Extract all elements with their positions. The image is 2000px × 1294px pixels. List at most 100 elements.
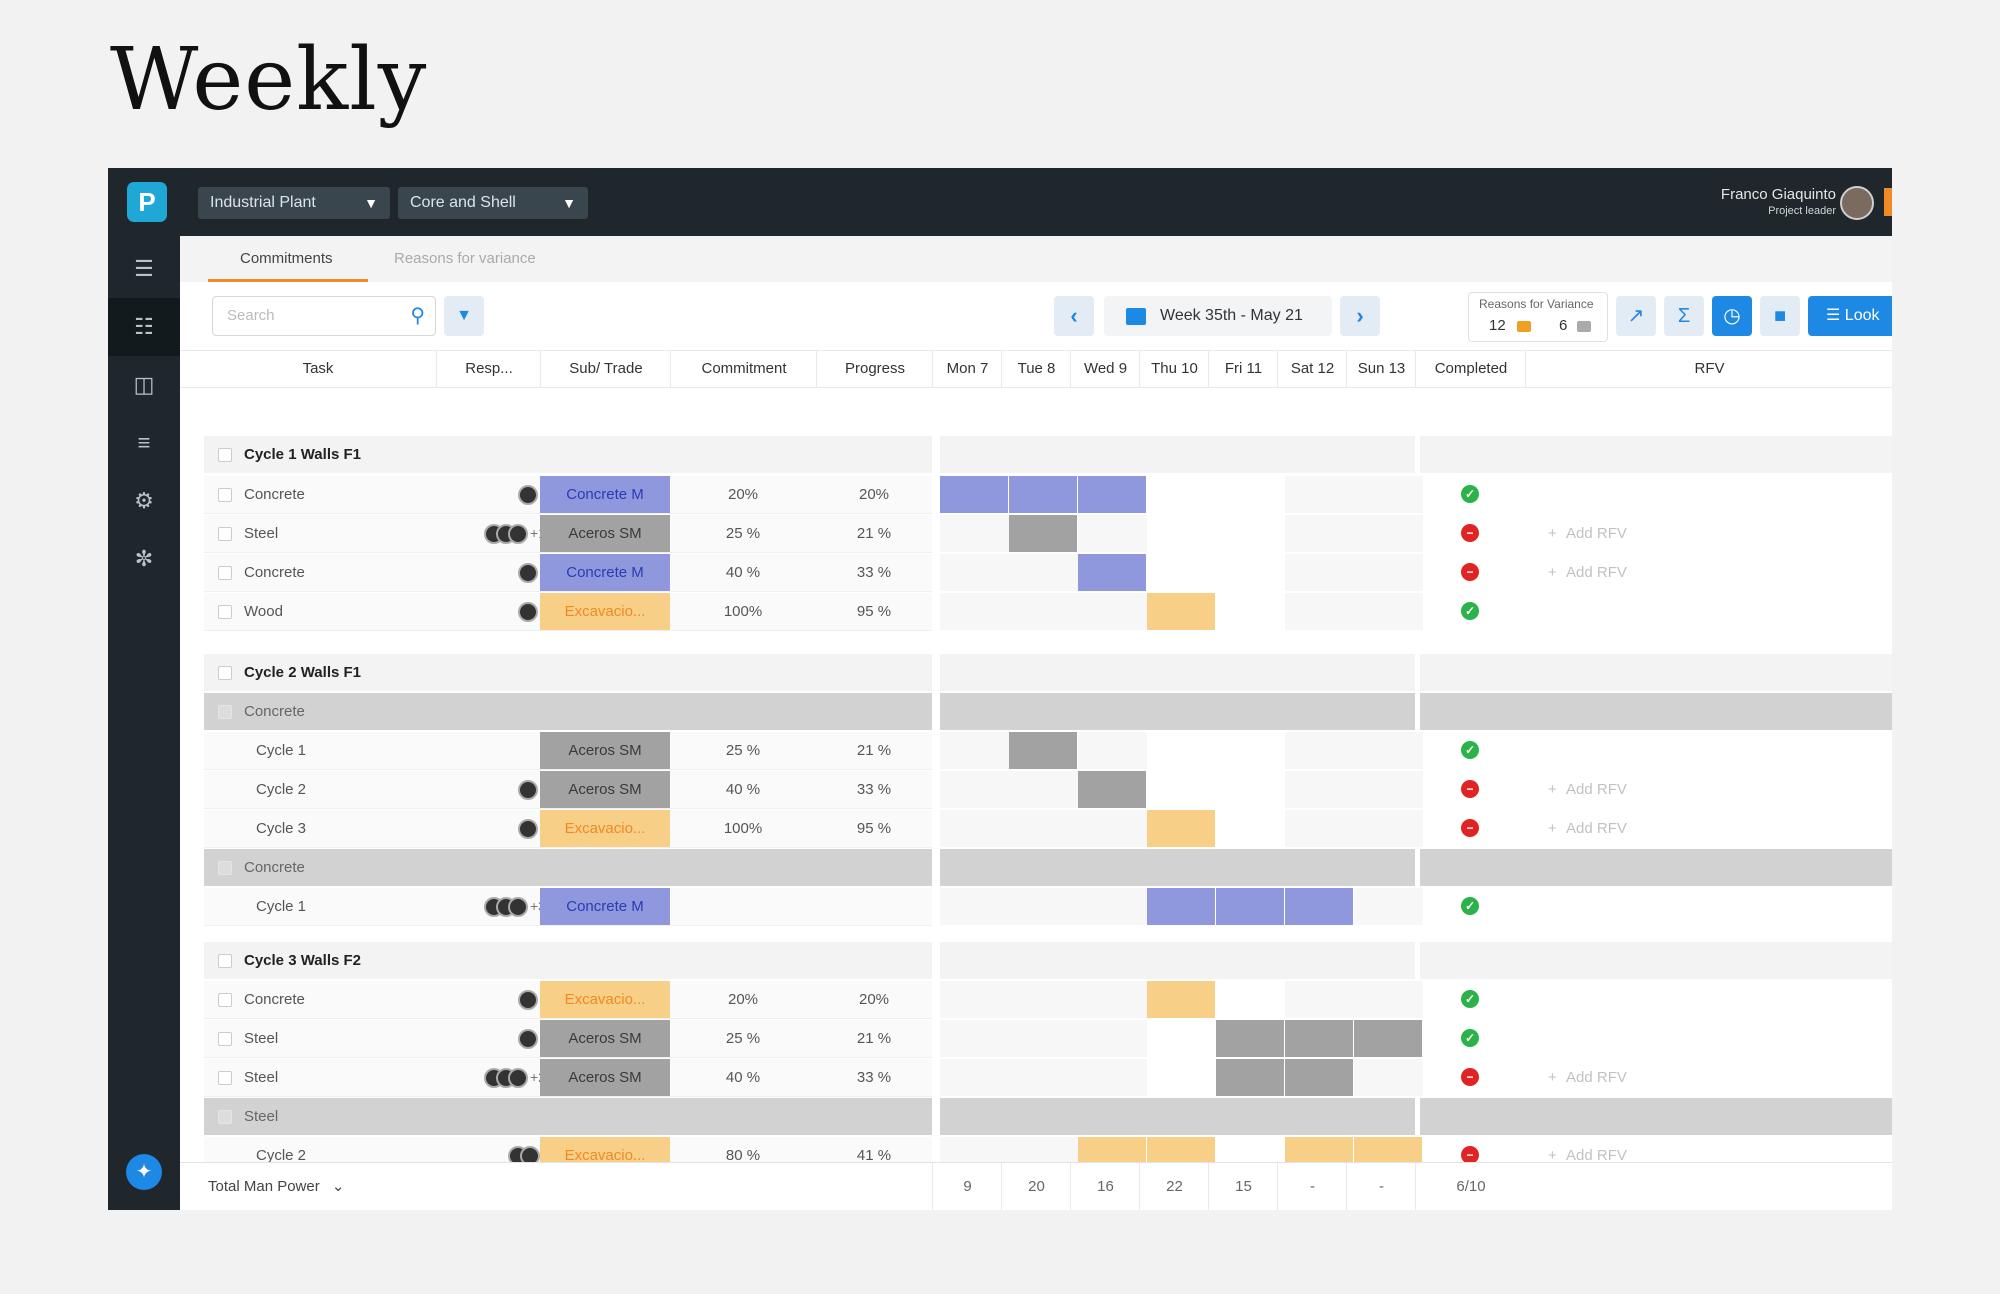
avatar[interactable] [508, 897, 528, 917]
subgroup-row[interactable]: Concrete [180, 693, 1892, 732]
row-checkbox[interactable] [218, 705, 232, 719]
tab-commitments[interactable]: Commitments [240, 250, 333, 267]
progress-value[interactable]: 21 % [856, 1030, 892, 1047]
commitment-value[interactable]: 20% [727, 991, 759, 1008]
commitment-value[interactable]: 25 % [725, 742, 761, 759]
commitment-value[interactable]: 40 % [725, 781, 761, 798]
sub-trade-badge[interactable]: Concrete M [540, 476, 670, 513]
day-commitment-bar[interactable] [1009, 515, 1078, 552]
day-commitment-bar[interactable] [1285, 1020, 1354, 1057]
task-name[interactable]: Concrete [244, 564, 305, 581]
col-resp[interactable]: Resp... [436, 351, 541, 387]
subgroup-row[interactable]: Concrete [180, 849, 1892, 888]
subgroup-row[interactable]: Steel [180, 1098, 1892, 1137]
sub-trade-badge[interactable]: Aceros SM [540, 515, 670, 552]
avatar[interactable] [518, 990, 538, 1010]
check-circle-icon[interactable]: ✓ [1461, 602, 1479, 620]
add-rfv-link[interactable]: Add RFV [1566, 781, 1627, 798]
avatar[interactable] [518, 1029, 538, 1049]
task-name[interactable]: Wood [244, 603, 283, 620]
avatar[interactable] [518, 563, 538, 583]
task-name[interactable]: Steel [244, 1030, 279, 1047]
project-dropdown[interactable]: Industrial Plant ▼ [198, 187, 390, 219]
sub-trade-badge[interactable]: Excavacio... [540, 593, 670, 630]
row-checkbox[interactable] [218, 448, 232, 462]
sidebar-item-gantt[interactable]: ≡ [108, 414, 180, 472]
row-checkbox[interactable] [218, 1110, 232, 1124]
look-button[interactable]: ☰ Look [1808, 296, 1892, 336]
row-checkbox[interactable] [218, 488, 232, 502]
commitment-value[interactable]: 25 % [725, 525, 761, 542]
commitment-value[interactable]: 40 % [725, 564, 761, 581]
avatar[interactable] [508, 1068, 528, 1088]
sub-trade-badge[interactable]: Concrete M [540, 888, 670, 925]
sidebar-item-analytics[interactable]: ✼ [108, 530, 180, 588]
sub-trade-badge[interactable]: Aceros SM [540, 1059, 670, 1096]
add-rfv-link[interactable]: Add RFV [1566, 1069, 1627, 1086]
week-selector[interactable]: Week 35th - May 21 [1104, 296, 1332, 336]
commitment-value[interactable]: 40 % [725, 1069, 761, 1086]
day-commitment-bar[interactable] [1216, 888, 1285, 925]
group-header[interactable]: Cycle 3 Walls F2 [180, 942, 1892, 981]
check-circle-icon[interactable]: ✓ [1461, 897, 1479, 915]
day-commitment-bar[interactable] [1147, 888, 1216, 925]
minus-circle-icon[interactable]: − [1461, 524, 1479, 542]
commitment-value[interactable]: 100% [723, 820, 763, 837]
day-commitment-bar[interactable] [1285, 1059, 1354, 1096]
notification-tab[interactable] [1884, 188, 1892, 216]
minus-circle-icon[interactable]: − [1461, 563, 1479, 581]
task-name[interactable]: Concrete [244, 991, 305, 1008]
user-avatar[interactable] [1840, 186, 1874, 220]
task-name[interactable]: Steel [244, 525, 279, 542]
user-info[interactable]: Franco Giaquinto Project leader [1721, 186, 1836, 217]
day-commitment-bar[interactable] [1354, 1020, 1423, 1057]
day-commitment-bar[interactable] [1147, 981, 1216, 1018]
avatar[interactable] [518, 819, 538, 839]
check-circle-icon[interactable]: ✓ [1461, 741, 1479, 759]
col-completed[interactable]: Completed [1415, 351, 1526, 387]
sidebar-item-team[interactable]: ⚙ [108, 472, 180, 530]
minus-circle-icon[interactable]: − [1461, 780, 1479, 798]
table-row[interactable]: Steel +2 Aceros SM 40 % 33 % − + Add RFV [180, 1059, 1892, 1098]
row-checkbox[interactable] [218, 1071, 232, 1085]
table-row[interactable]: Steel +1 Aceros SM 25 % 21 % − + Add RFV [180, 515, 1892, 554]
table-row[interactable]: Cycle 3 Excavacio... 100% 95 % − + Add RFV [180, 810, 1892, 849]
sub-trade-badge[interactable]: Aceros SM [540, 771, 670, 808]
sub-trade-badge[interactable]: Aceros SM [540, 1020, 670, 1057]
progress-value[interactable]: 21 % [856, 525, 892, 542]
table-row[interactable]: Wood Excavacio... 100% 95 % ✓ [180, 593, 1892, 632]
table-row[interactable]: Steel Aceros SM 25 % 21 % ✓ [180, 1020, 1892, 1059]
table-row[interactable]: Concrete Concrete M 20% 20% ✓ [180, 476, 1892, 515]
sidebar-item-schedule[interactable]: ☰ [108, 240, 180, 298]
progress-value[interactable]: 21 % [856, 742, 892, 759]
check-circle-icon[interactable]: ✓ [1461, 990, 1479, 1008]
phase-dropdown[interactable]: Core and Shell ▼ [398, 187, 588, 219]
task-name[interactable]: Cycle 1 [256, 898, 307, 915]
day-commitment-bar[interactable] [1216, 1059, 1285, 1096]
day-commitment-bar[interactable] [1147, 810, 1216, 847]
add-rfv-link[interactable]: Add RFV [1566, 564, 1627, 581]
progress-value[interactable]: 41 % [856, 1147, 892, 1164]
day-commitment-bar[interactable] [1078, 771, 1147, 808]
row-checkbox[interactable] [218, 861, 232, 875]
row-checkbox[interactable] [218, 566, 232, 580]
sub-trade-badge[interactable]: Excavacio... [540, 810, 670, 847]
task-name[interactable]: Cycle 2 [256, 781, 307, 798]
task-name[interactable]: Steel [244, 1069, 279, 1086]
add-rfv-link[interactable]: Add RFV [1566, 1147, 1627, 1164]
col-sub-trade[interactable]: Sub/ Trade [540, 351, 671, 387]
day-commitment-bar[interactable] [1009, 476, 1078, 513]
avatar[interactable] [508, 524, 528, 544]
progress-value[interactable]: 95 % [856, 603, 892, 620]
commitment-value[interactable]: 25 % [725, 1030, 761, 1047]
sub-trade-badge[interactable]: Aceros SM [540, 732, 670, 769]
progress-value[interactable]: 33 % [856, 781, 892, 798]
row-checkbox[interactable] [218, 666, 232, 680]
row-checkbox[interactable] [218, 527, 232, 541]
day-commitment-bar[interactable] [1009, 732, 1078, 769]
prev-week-button[interactable]: ‹ [1054, 296, 1094, 336]
filter-button[interactable]: ▼ [444, 296, 484, 336]
table-row[interactable]: Concrete Excavacio... 20% 20% ✓ [180, 981, 1892, 1020]
sub-trade-badge[interactable]: Concrete M [540, 554, 670, 591]
progress-value[interactable]: 33 % [856, 1069, 892, 1086]
